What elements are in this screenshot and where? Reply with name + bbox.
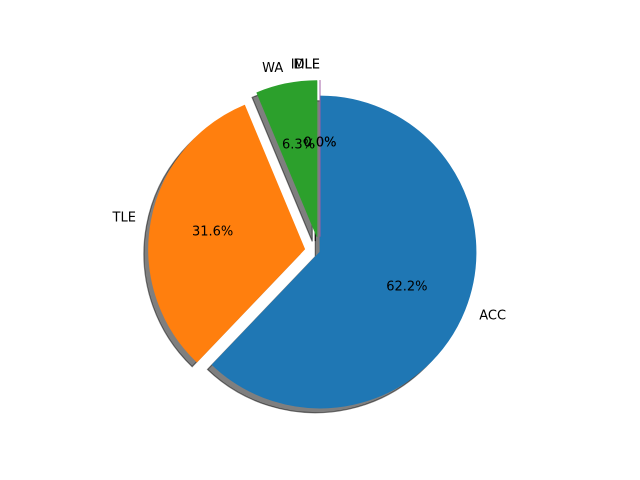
slice-label-tle: TLE — [112, 210, 136, 225]
slice-percent-idle: 0.0% — [303, 135, 336, 150]
slice-layer — [148, 80, 477, 409]
slice-label-mle: MLE — [293, 57, 320, 72]
slice-label-wa: WA — [262, 61, 283, 76]
pie-slice-tle — [148, 104, 306, 363]
slice-percent-wa: 6.3% — [282, 137, 315, 152]
slice-percent-mle: 0.0% — [303, 135, 336, 150]
slice-label-idle: IDLE — [291, 57, 320, 72]
pie-slice-acc — [211, 95, 477, 409]
slice-percent-tle: 31.6% — [192, 225, 233, 240]
pie-slice-wa — [256, 80, 318, 238]
slice-percent-acc: 62.2% — [386, 279, 427, 294]
slice-label-acc: ACC — [479, 308, 506, 323]
